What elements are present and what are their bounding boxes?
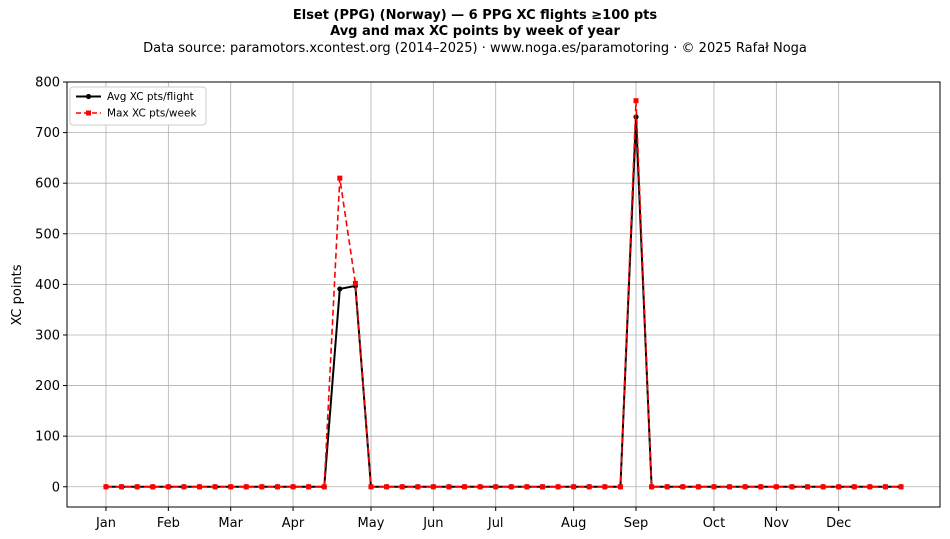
data-point-max bbox=[321, 484, 327, 490]
data-point-max bbox=[197, 484, 203, 490]
data-point-max bbox=[134, 484, 140, 490]
data-point-max bbox=[649, 484, 655, 490]
legend: Avg XC pts/flight Max XC pts/week bbox=[69, 86, 207, 126]
data-point-max bbox=[820, 484, 826, 490]
data-point-max bbox=[898, 484, 904, 490]
title-block: Elset (PPG) (Norway) — 6 PPG XC flights … bbox=[0, 8, 950, 58]
data-point-max bbox=[212, 484, 218, 490]
data-point-max bbox=[259, 484, 265, 490]
data-point-max bbox=[539, 484, 545, 490]
x-tick-label-dec: Dec bbox=[826, 516, 851, 531]
data-point-max bbox=[181, 484, 187, 490]
data-point-max bbox=[368, 484, 374, 490]
data-point-max bbox=[352, 280, 358, 286]
series-line-avg bbox=[105, 115, 902, 488]
y-tick-label: 200 bbox=[35, 379, 60, 394]
chart-title-line-1: Elset (PPG) (Norway) — 6 PPG XC flights … bbox=[292, 8, 658, 23]
y-tick-label: 600 bbox=[35, 177, 60, 192]
data-point-max bbox=[571, 484, 577, 490]
x-tick-label-nov: Nov bbox=[764, 516, 790, 531]
data-point-max bbox=[711, 484, 717, 490]
x-tick-label-oct: Oct bbox=[703, 516, 725, 531]
y-tick-label: 500 bbox=[35, 227, 60, 242]
data-point-max bbox=[493, 484, 499, 490]
legend-label-avg: Avg XC pts/flight bbox=[107, 91, 194, 103]
data-point-max bbox=[680, 484, 686, 490]
x-tick-label-jun: Jun bbox=[422, 516, 443, 531]
data-point-max bbox=[664, 484, 670, 490]
data-point-max bbox=[617, 484, 623, 490]
y-tick-label: 0 bbox=[52, 480, 60, 495]
data-point-max bbox=[867, 484, 873, 490]
data-point-max bbox=[399, 484, 405, 490]
data-point-max bbox=[555, 484, 561, 490]
data-point-max bbox=[306, 484, 312, 490]
chart-subtitle: Data source: paramotors.xcontest.org (20… bbox=[143, 41, 807, 56]
grid-lines bbox=[67, 81, 940, 507]
data-point-max bbox=[103, 484, 109, 490]
data-point-max bbox=[415, 484, 421, 490]
data-point-max bbox=[290, 484, 296, 490]
data-point-max bbox=[477, 484, 483, 490]
data-point-max bbox=[430, 484, 436, 490]
plot-frame bbox=[66, 81, 941, 508]
x-tick-label-aug: Aug bbox=[561, 516, 586, 531]
series-avg bbox=[103, 114, 904, 490]
series-line-max bbox=[105, 99, 902, 488]
data-point-avg bbox=[337, 286, 343, 292]
data-point-max bbox=[384, 484, 390, 490]
x-tick-label-jan: Jan bbox=[95, 516, 116, 531]
data-point-max bbox=[337, 175, 343, 181]
x-tick-label-feb: Feb bbox=[157, 516, 180, 531]
y-axis-label: XC points bbox=[10, 264, 25, 325]
x-tick-label-mar: Mar bbox=[218, 516, 243, 531]
chart-title-line-2: Avg and max XC points by week of year bbox=[330, 24, 620, 39]
data-point-max bbox=[586, 484, 592, 490]
data-point-max bbox=[789, 484, 795, 490]
x-tick-label-jul: Jul bbox=[487, 516, 504, 531]
y-tick-label: 800 bbox=[35, 76, 60, 91]
data-point-max bbox=[165, 484, 171, 490]
y-tick-label: 700 bbox=[35, 126, 60, 141]
x-tick-label-may: May bbox=[358, 516, 385, 531]
data-point-max bbox=[508, 484, 514, 490]
y-tick-label: 300 bbox=[35, 328, 60, 343]
data-point-max bbox=[150, 484, 156, 490]
data-point-max bbox=[446, 484, 452, 490]
x-tick-label-sep: Sep bbox=[624, 516, 649, 531]
data-point-max bbox=[274, 484, 280, 490]
x-tick-label-apr: Apr bbox=[282, 516, 305, 531]
series-lines bbox=[103, 98, 904, 490]
data-point-max bbox=[742, 484, 748, 490]
data-point-max bbox=[119, 484, 125, 490]
data-point-max bbox=[602, 484, 608, 490]
data-point-max bbox=[524, 484, 530, 490]
legend-label-max: Max XC pts/week bbox=[107, 108, 197, 120]
y-tick-label: 400 bbox=[35, 278, 60, 293]
legend-box bbox=[69, 86, 207, 126]
data-point-max bbox=[462, 484, 468, 490]
data-point-max bbox=[228, 484, 234, 490]
data-point-max bbox=[633, 98, 639, 104]
data-point-max bbox=[695, 484, 701, 490]
data-point-max bbox=[851, 484, 857, 490]
data-point-max bbox=[804, 484, 810, 490]
legend-marker-max bbox=[86, 110, 91, 116]
series-max bbox=[103, 98, 904, 490]
y-tick-label: 100 bbox=[35, 430, 60, 445]
data-point-max bbox=[727, 484, 733, 490]
data-point-max bbox=[882, 484, 888, 490]
legend-marker-avg bbox=[85, 93, 92, 100]
axis-ticks: 0 100 200 300 400 500 600 700 800 Jan Feb Mar Apr May… bbox=[35, 76, 851, 532]
data-point-max bbox=[773, 484, 779, 490]
data-point-max bbox=[243, 484, 249, 490]
data-point-max bbox=[758, 484, 764, 490]
data-point-max bbox=[836, 484, 842, 490]
